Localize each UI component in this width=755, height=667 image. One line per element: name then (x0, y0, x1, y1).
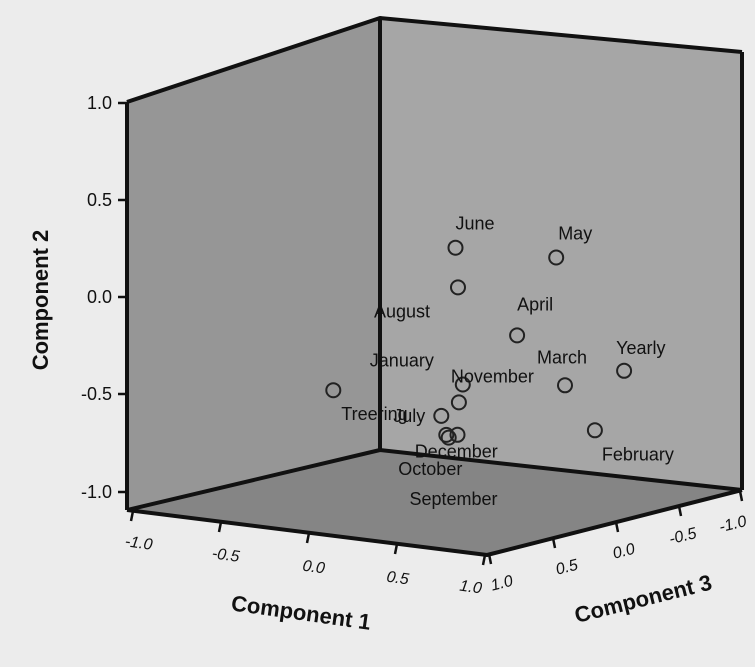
scatter-point (325, 382, 342, 399)
z-tick-mark (677, 505, 683, 517)
point-label: July (393, 406, 425, 426)
point-label: September (410, 489, 498, 509)
point-label: May (558, 224, 592, 244)
point-label: April (517, 294, 553, 314)
scatter-point (616, 362, 633, 379)
scatter-point (450, 279, 466, 296)
point-label: December (415, 442, 498, 462)
y-tick-label: 1.0 (87, 93, 112, 113)
box-edges (125, 16, 744, 557)
x-tick-mark (305, 532, 311, 544)
x-tick-label: 1.0 (458, 578, 482, 598)
x-tick-mark (393, 543, 399, 555)
y-tick-label: -0.5 (81, 384, 112, 404)
z-tick-label: 0.0 (611, 541, 637, 563)
scatter-point (557, 377, 573, 394)
point-label: February (602, 444, 674, 464)
scatter-point (586, 422, 603, 439)
x-tick-mark (481, 554, 487, 566)
point-label: Yearly (616, 338, 665, 358)
back-wall (380, 18, 742, 490)
y-axis-tick-labels: 1.0 0.5 0.0 -0.5 -1.0 (81, 93, 112, 502)
point-label: January (370, 351, 434, 371)
x-tick-label: -0.5 (211, 545, 241, 566)
y-tick-label: 0.5 (87, 190, 112, 210)
x-tick-mark (129, 510, 135, 522)
z-tick-mark (614, 521, 620, 533)
z-axis-ticks (487, 490, 744, 565)
x-tick-label: -1.0 (124, 533, 154, 554)
scatter-point (454, 376, 471, 393)
point-label: November (451, 366, 534, 386)
scatter-point (450, 394, 467, 411)
x-tick-label: 0.5 (385, 569, 409, 589)
z-tick-mark (487, 553, 493, 565)
point-label: March (537, 347, 587, 367)
z-tick-label: -0.5 (667, 525, 698, 548)
point-label: June (456, 214, 495, 234)
left-wall (127, 18, 380, 510)
point-label: Treering (341, 404, 407, 424)
y-axis-title: Component 2 (28, 230, 53, 371)
x-axis-tick-labels: -1.0 -0.5 0.0 0.5 1.0 (124, 533, 483, 597)
z-tick-label: 1.0 (489, 573, 515, 595)
scatter-point (449, 426, 466, 443)
x-axis-ticks (129, 510, 487, 566)
z-axis-tick-labels: 1.0 0.5 0.0 -0.5 -1.0 (489, 513, 748, 595)
x-tick-label: 0.0 (301, 558, 325, 578)
data-points (325, 239, 633, 446)
edge-floor-back (126, 448, 743, 512)
y-tick-label: -1.0 (81, 482, 112, 502)
z-tick-mark (551, 537, 557, 549)
scatter-point (440, 429, 457, 446)
scatter-point (438, 426, 455, 443)
z-tick-label: -1.0 (717, 513, 748, 536)
x-axis-title: Component 1 (230, 590, 373, 634)
edge-floor-front (126, 488, 743, 557)
point-label: October (398, 459, 462, 479)
scatter-point (509, 327, 526, 344)
scatter-point (433, 407, 450, 424)
scatter-point (548, 249, 565, 266)
data-point-labels: June May August April March Yearly January Nove… (341, 214, 674, 509)
z-tick-mark (738, 490, 744, 502)
point-label: August (374, 301, 430, 321)
y-tick-label: 0.0 (87, 287, 112, 307)
z-tick-label: 0.5 (554, 557, 580, 579)
z-axis-title: Component 3 (572, 570, 714, 628)
x-tick-mark (217, 521, 223, 533)
y-axis-ticks (118, 101, 127, 494)
scatter-point (447, 239, 464, 256)
